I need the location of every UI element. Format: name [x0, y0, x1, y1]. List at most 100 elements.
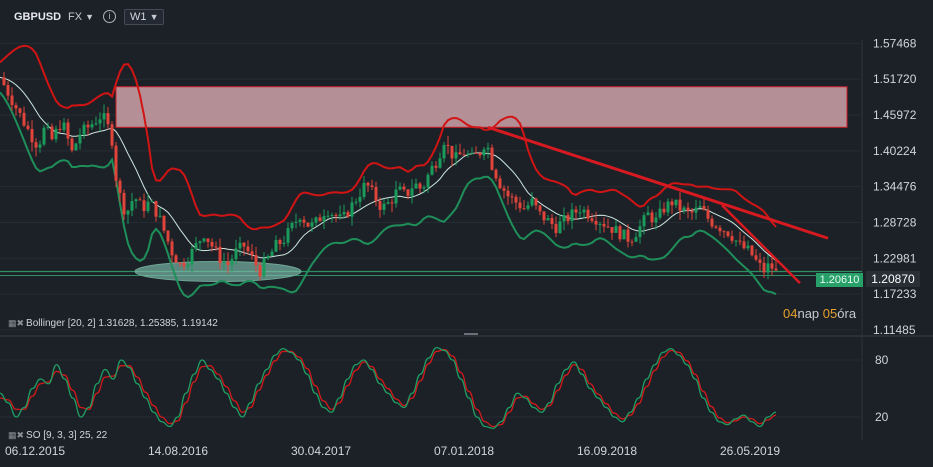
candle: [146, 193, 150, 214]
candle-body: [38, 144, 42, 148]
candle: [582, 206, 586, 219]
candle-body: [526, 205, 530, 209]
bollinger-upper: [0, 44, 777, 231]
chevron-down-icon: ▼: [85, 12, 95, 22]
candle: [354, 198, 358, 206]
candle: [398, 182, 402, 191]
candle: [610, 226, 614, 240]
settings-close-icon[interactable]: ▦✖: [8, 430, 25, 440]
candle: [230, 254, 234, 272]
candle: [6, 80, 10, 101]
candle: [42, 125, 46, 147]
candle: [242, 242, 246, 256]
candle-body: [414, 183, 418, 189]
candle: [466, 150, 470, 158]
candle: [486, 142, 490, 159]
candle: [670, 198, 674, 214]
candle-body: [42, 127, 46, 145]
candle: [294, 213, 298, 229]
candle-body: [450, 145, 454, 159]
candle-body: [422, 187, 426, 189]
candle-body: [6, 85, 10, 96]
info-icon[interactable]: i: [103, 10, 116, 23]
countdown-days-unit: nap: [797, 306, 820, 321]
candle-body: [146, 201, 150, 212]
candle-body: [302, 219, 306, 223]
candle: [350, 196, 354, 226]
candle: [318, 213, 322, 222]
candle-body: [150, 201, 154, 203]
candle: [526, 201, 530, 211]
candle-body: [94, 123, 98, 125]
candle: [82, 121, 86, 139]
candle: [346, 210, 350, 218]
candle-body: [646, 212, 650, 216]
candle-body: [754, 255, 758, 260]
candle-body: [198, 241, 202, 244]
candle-body: [34, 142, 38, 148]
candle: [414, 178, 418, 189]
candle-body: [286, 228, 290, 243]
candle-body: [682, 207, 686, 211]
candle: [654, 212, 658, 230]
candle-body: [190, 248, 194, 265]
candle-body: [614, 226, 618, 233]
candle: [190, 245, 194, 274]
candle-body: [658, 208, 662, 218]
chevron-down-icon: ▼: [149, 12, 159, 22]
candle: [566, 212, 570, 225]
candle: [606, 218, 610, 228]
stoch-d-line: [0, 348, 777, 428]
candle: [618, 224, 622, 243]
price-tick-label: 1.28728: [873, 215, 917, 229]
candle: [634, 232, 638, 243]
settings-close-icon[interactable]: ▦✖: [8, 318, 25, 328]
candle-body: [618, 226, 622, 240]
candle: [194, 237, 198, 252]
candle-body: [82, 124, 86, 135]
candle: [202, 237, 206, 244]
trendline-steep: [721, 204, 801, 285]
candle-body: [18, 108, 22, 113]
candle-body: [178, 262, 182, 264]
candle: [122, 189, 126, 220]
candle: [386, 198, 390, 205]
candle: [282, 235, 286, 247]
candle: [90, 120, 94, 130]
candle-body: [666, 201, 670, 213]
candle: [214, 241, 218, 251]
candle-body: [766, 263, 770, 273]
candle: [630, 239, 634, 247]
stoch-k-line: [0, 346, 777, 430]
market-selector[interactable]: FX ▼: [68, 11, 94, 23]
candle-body: [462, 154, 466, 156]
symbol-selector[interactable]: GBPUSD: [14, 11, 61, 23]
candle-body: [406, 189, 410, 196]
candle: [698, 200, 702, 209]
candle: [502, 185, 506, 199]
candle-body: [234, 248, 238, 260]
candle: [342, 204, 346, 219]
candle: [330, 212, 334, 223]
candle: [174, 253, 178, 263]
candle-body: [430, 165, 434, 175]
candle-body: [438, 158, 442, 168]
candle-body: [574, 209, 578, 213]
candle-body: [478, 153, 482, 156]
candle-body: [350, 202, 354, 217]
candle-body: [494, 169, 498, 179]
candle-body: [122, 192, 126, 215]
candle: [410, 179, 414, 204]
candle: [102, 104, 106, 128]
candle: [390, 198, 394, 213]
candle-body: [54, 128, 58, 140]
candle-body: [50, 126, 54, 140]
candle-body: [570, 209, 574, 222]
candle: [770, 255, 774, 276]
timeframe-selector[interactable]: W1 ▼: [124, 9, 165, 25]
candle: [114, 142, 118, 188]
candle-body: [386, 202, 390, 204]
candle-body: [774, 268, 778, 271]
candle-body: [702, 206, 706, 210]
